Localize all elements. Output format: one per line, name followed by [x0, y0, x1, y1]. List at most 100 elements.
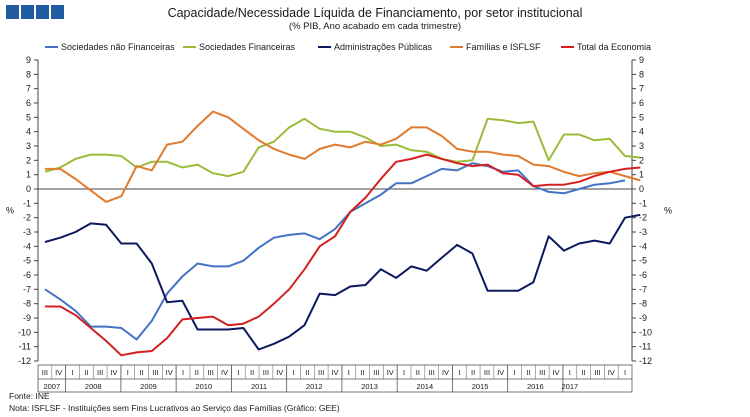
quarter-label: I [514, 368, 516, 377]
footnote: Nota: ISFLSF - Instituições sem Fins Luc… [9, 403, 340, 413]
quarter-label: II [361, 368, 365, 377]
right-tick-label: -7 [639, 284, 647, 294]
left-tick-label: 6 [26, 98, 31, 108]
right-tick-label: 3 [639, 141, 644, 151]
series-line-sociedades-financeiras [44, 117, 641, 178]
right-tick-label: 5 [639, 112, 644, 122]
year-label: 2017 [561, 382, 578, 391]
quarter-label: IV [166, 368, 173, 377]
logo-square [6, 5, 19, 19]
quarter-label: I [237, 368, 239, 377]
quarter-label: III [318, 368, 324, 377]
year-label: 2009 [140, 382, 157, 391]
left-tick-label: -3 [23, 227, 31, 237]
quarter-label: II [416, 368, 420, 377]
series-line-familias-e-isflsf [45, 110, 641, 203]
year-label: 2015 [472, 382, 489, 391]
quarter-label: IV [221, 368, 228, 377]
quarter-label: II [140, 368, 144, 377]
right-tick-label: 1 [639, 170, 644, 180]
legend-entry: Sociedades Financeiras [199, 42, 296, 52]
left-tick-label: -11 [19, 342, 31, 352]
year-label: 2013 [361, 382, 378, 391]
quarter-label: I [293, 368, 295, 377]
brand-logo [6, 5, 64, 19]
quarter-label: III [594, 368, 600, 377]
right-tick-label: 9 [639, 55, 644, 65]
right-tick-label: 7 [639, 84, 644, 94]
left-tick-label: -9 [23, 313, 31, 323]
left-tick-label: 3 [26, 141, 31, 151]
quarter-label: III [208, 368, 214, 377]
left-tick-label: -5 [23, 256, 31, 266]
quarter-label: II [471, 368, 475, 377]
quarter-label: IV [442, 368, 449, 377]
year-label: 2014 [416, 382, 433, 391]
quarter-label: III [263, 368, 269, 377]
left-tick-label: 0 [26, 184, 31, 194]
right-tick-label: -5 [639, 256, 647, 266]
quarter-label: I [569, 368, 571, 377]
right-tick-label: -12 [639, 356, 652, 366]
right-tick-label: 6 [639, 98, 644, 108]
logo-square [51, 5, 64, 19]
quarter-label: IV [331, 368, 338, 377]
right-tick-label: -2 [639, 213, 647, 223]
right-tick-label: -1 [639, 198, 647, 208]
left-tick-label: 4 [26, 127, 31, 137]
left-tick-label: -2 [23, 213, 31, 223]
right-tick-label: 0 [639, 184, 644, 194]
right-tick-label: 4 [639, 127, 644, 137]
quarter-label: III [539, 368, 545, 377]
quarter-label: I [348, 368, 350, 377]
quarter-label: I [403, 368, 405, 377]
legend-entry: Administrações Públicas [334, 42, 433, 52]
left-tick-label: 5 [26, 112, 31, 122]
left-tick-label: 2 [26, 155, 31, 165]
quarter-label: II [526, 368, 530, 377]
quarter-label: IV [110, 368, 117, 377]
right-tick-label: -9 [639, 313, 647, 323]
legend-entry: Famílias e ISFLSF [466, 42, 541, 52]
series-line-administracoes-publicas [44, 213, 641, 351]
left-tick-label: 1 [26, 170, 31, 180]
right-tick-label: 8 [639, 69, 644, 79]
quarter-label: I [458, 368, 460, 377]
year-label: 2007 [43, 382, 60, 391]
left-tick-label: -8 [23, 299, 31, 309]
year-label: 2011 [251, 382, 267, 391]
quarter-label: I [71, 368, 73, 377]
chart-title: Capacidade/Necessidade Líquida de Financ… [167, 6, 583, 20]
y-axis-label-left: % [6, 205, 14, 215]
quarter-label: IV [387, 368, 394, 377]
left-tick-label: -10 [18, 327, 31, 337]
source-note: Fonte: INE [9, 391, 50, 401]
right-tick-label: -11 [639, 342, 651, 352]
chart-subtitle: (% PIB, Ano acabado em cada trimestre) [288, 21, 462, 32]
legend-entry: Sociedades não Financeiras [61, 42, 175, 52]
quarter-label: III [484, 368, 490, 377]
quarter-label: III [373, 368, 379, 377]
left-tick-label: 7 [26, 84, 31, 94]
quarter-label: IV [55, 368, 62, 377]
y-axis-label-right: % [664, 205, 672, 215]
right-tick-label: -3 [639, 227, 647, 237]
left-tick-label: -6 [23, 270, 31, 280]
right-tick-label: -6 [639, 270, 647, 280]
year-label: 2016 [527, 382, 544, 391]
year-label: 2012 [306, 382, 323, 391]
quarter-label: IV [608, 368, 615, 377]
right-tick-label: -8 [639, 299, 647, 309]
quarter-label: II [305, 368, 309, 377]
logo-square [36, 5, 49, 19]
year-label: 2010 [195, 382, 212, 391]
category-axis-box [37, 364, 633, 393]
quarter-label: IV [276, 368, 283, 377]
left-tick-label: -1 [23, 198, 31, 208]
quarter-label: II [250, 368, 254, 377]
left-tick-label: -4 [23, 241, 31, 251]
left-tick-label: 9 [26, 55, 31, 65]
right-tick-label: 2 [639, 155, 644, 165]
series-line-total-da-economia [45, 153, 641, 357]
